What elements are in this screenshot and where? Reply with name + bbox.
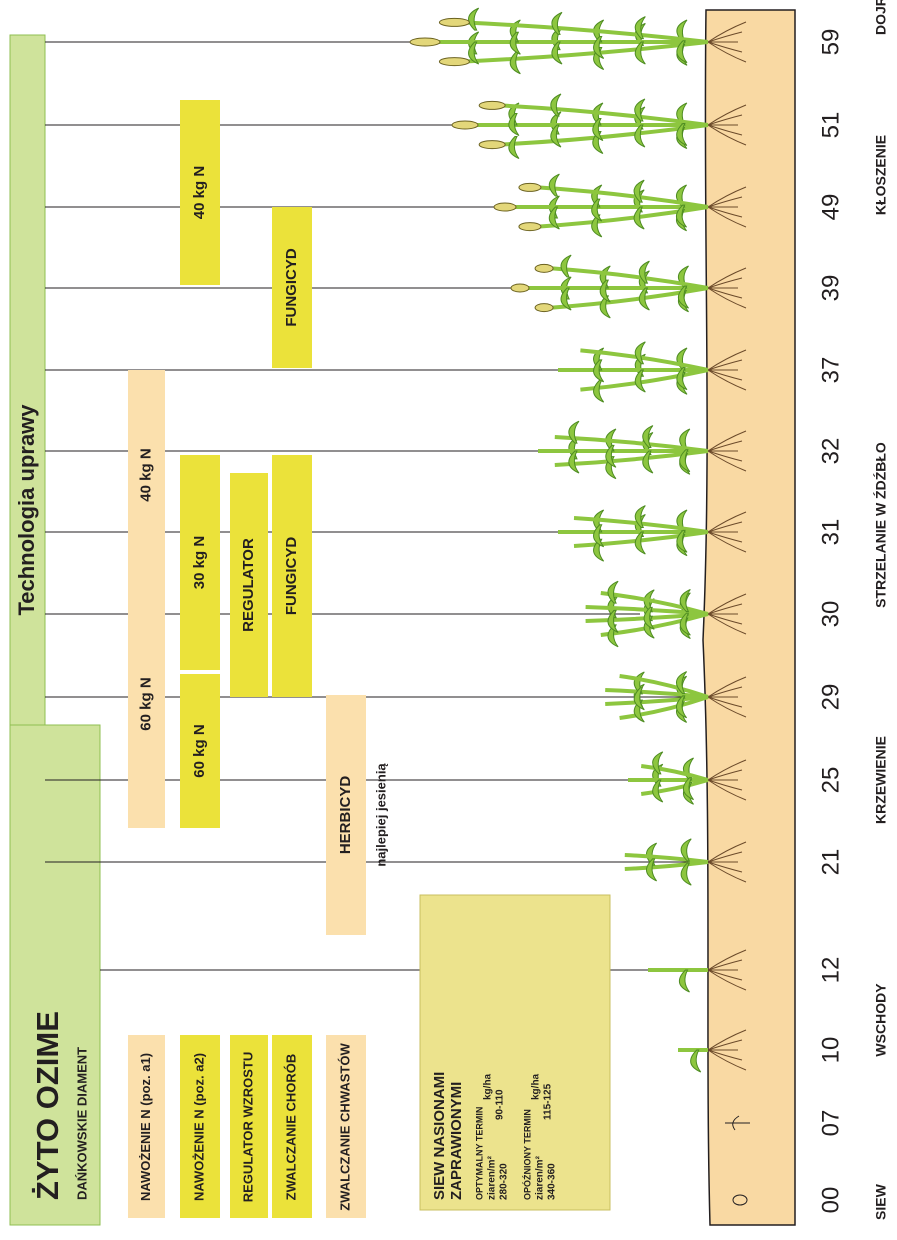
action-label: FUNGICYD — [283, 248, 300, 327]
subtitle: DAŃKOWSKIE DIAMENT — [74, 1047, 89, 1200]
row-note: najlepiej jesienią — [373, 763, 388, 867]
stage-label: 31 — [817, 519, 844, 546]
leaf — [592, 199, 602, 221]
leaf — [561, 255, 571, 277]
action-label: 40 kg N — [191, 166, 208, 219]
leaf — [510, 52, 520, 74]
ear — [479, 101, 505, 109]
seeding-title: ZAPRAWIONYMI — [448, 1082, 465, 1200]
seeding-heading: OPÓŹNIONY TERMIN — [521, 1109, 532, 1200]
soil — [703, 10, 795, 1225]
phase-label: DOJRZ — [873, 0, 889, 35]
ear — [452, 121, 478, 129]
leaf — [552, 12, 562, 34]
stem — [625, 862, 708, 869]
stem — [641, 766, 708, 780]
phase-label: SIEW — [873, 1183, 889, 1220]
leaf — [509, 137, 519, 159]
stage-label: 25 — [817, 767, 844, 794]
stage-label: 21 — [817, 849, 844, 876]
seeding-title: SIEW NASIONAMI — [431, 1072, 448, 1200]
leaf — [594, 380, 604, 402]
row-label: REGULATOR WZROSTU — [240, 1052, 255, 1202]
stage-label: 37 — [817, 357, 844, 384]
leaf — [608, 581, 618, 603]
action-label: HERBICYD — [337, 776, 354, 855]
seeding-unit: kg/ha — [531, 1073, 542, 1100]
phase-label: WSCHODY — [873, 983, 889, 1057]
stage-label: 59 — [817, 29, 844, 56]
action-label: FUNGICYD — [283, 537, 300, 616]
row-label: NAWOŻENIE N (poz. a1) — [138, 1053, 153, 1201]
stage-label: 10 — [817, 1037, 844, 1064]
title: ŻYTO OZIME — [30, 1011, 65, 1200]
phase-label: KRZEWIENIE — [873, 736, 889, 824]
infographic: Technologia uprawy ŻYTO OZIME DAŃKOWSKIE… — [0, 0, 897, 1240]
ear — [439, 18, 469, 26]
leaf — [549, 174, 559, 196]
stage-label: 32 — [817, 438, 844, 465]
leaf — [600, 280, 610, 302]
stage-label: 39 — [817, 275, 844, 302]
leaf — [679, 970, 689, 992]
row-label: NAWOŻENIE N (poz. a2) — [191, 1053, 206, 1201]
action-label: 40 kg N — [137, 448, 154, 501]
ear — [410, 38, 440, 46]
ear — [535, 304, 553, 312]
row-label: ZWALCZANIE CHWASTÓW — [337, 1043, 352, 1211]
ear — [519, 183, 541, 191]
stem — [462, 22, 708, 42]
stage-label: 29 — [817, 684, 844, 711]
stage-label: 12 — [817, 957, 844, 984]
stage-label: 00 — [817, 1187, 844, 1214]
stage-label: 07 — [817, 1110, 844, 1137]
leaf — [552, 42, 562, 64]
phase-label: KŁOSZENIE — [873, 135, 889, 215]
stem — [462, 42, 708, 62]
action-label: 60 kg N — [137, 677, 154, 730]
ear — [511, 284, 529, 292]
section-header-box — [10, 35, 45, 725]
phase-label: STRZELANIE W ŹDŹBŁO — [873, 442, 889, 608]
section-title: Technologia uprawy — [14, 404, 39, 616]
action-label: 60 kg N — [191, 724, 208, 777]
action-label: 30 kg N — [191, 536, 208, 589]
leaf — [469, 8, 479, 30]
ear — [519, 223, 541, 231]
seeding-unit: kg/ha — [483, 1073, 494, 1100]
stage-label: 49 — [817, 194, 844, 221]
stage-label: 51 — [817, 112, 844, 139]
leaf — [635, 125, 645, 147]
seeding-range: 340-360 — [547, 1163, 558, 1200]
seeding-range: 115-125 — [543, 1083, 554, 1120]
row-label: ZWALCZANIE CHORÓB — [283, 1054, 298, 1201]
leaf — [691, 1050, 701, 1072]
seeding-heading: OPTYMALNY TERMIN — [474, 1107, 484, 1200]
rotated-frame: Technologia uprawy ŻYTO OZIME DAŃKOWSKIE… — [10, 0, 889, 1225]
ear — [439, 58, 469, 66]
stage-label: 30 — [817, 601, 844, 628]
action-label: REGULATOR — [240, 538, 257, 632]
stem — [641, 780, 708, 794]
stem — [625, 855, 708, 862]
seeding-unit: ziaren/m² — [535, 1155, 546, 1200]
leaf — [643, 451, 653, 473]
ear — [494, 203, 516, 211]
ear — [535, 264, 553, 272]
ear — [479, 141, 505, 149]
seeding-range: 280-320 — [499, 1163, 510, 1200]
seeding-unit: ziaren/m² — [487, 1155, 498, 1200]
leaf — [635, 532, 645, 554]
seeding-range: 90-110 — [495, 1089, 506, 1120]
